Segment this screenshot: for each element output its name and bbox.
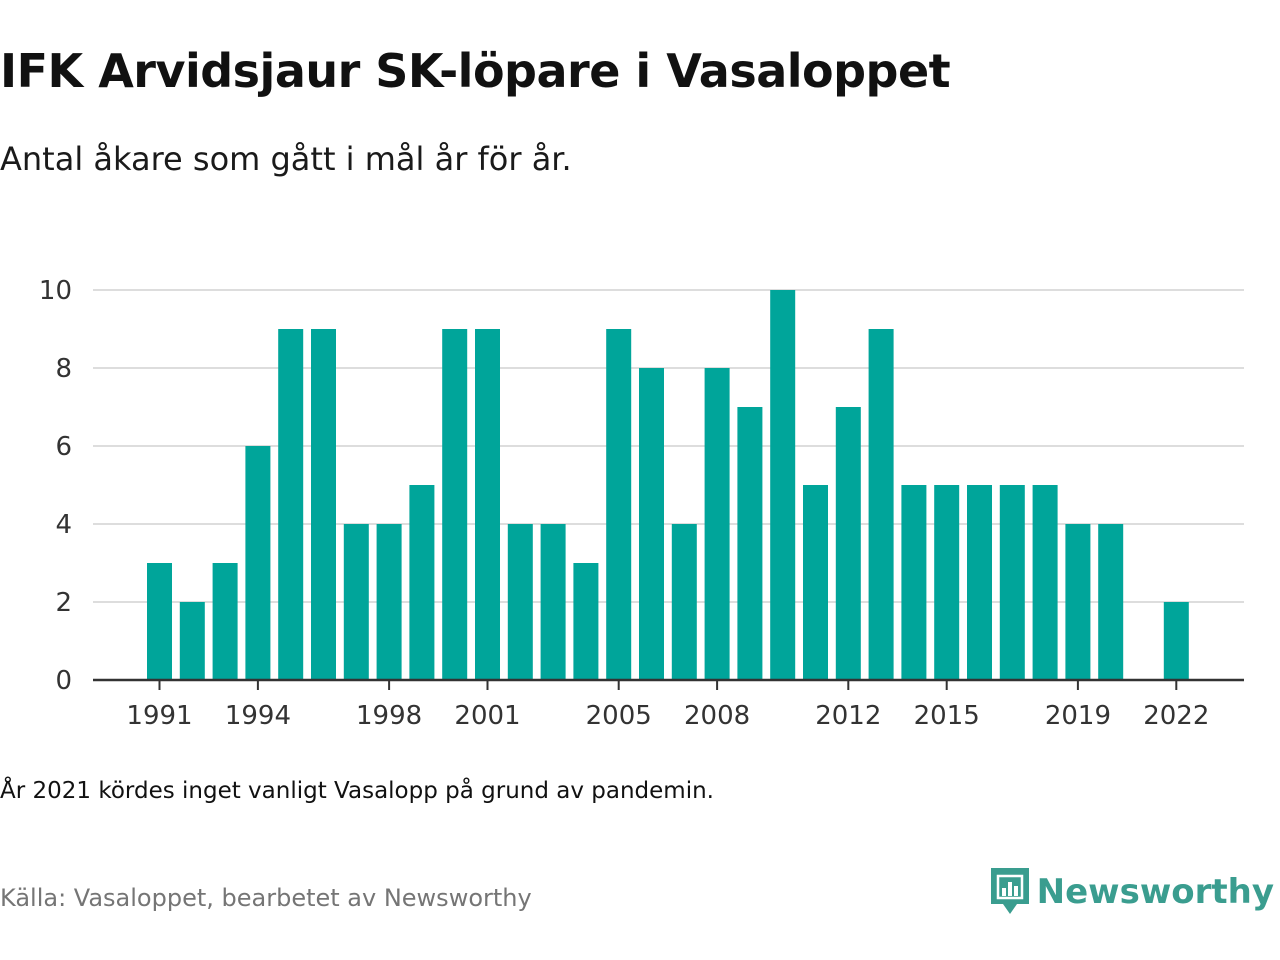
bar-2014 [901, 485, 927, 680]
bar-2015 [934, 485, 960, 680]
chart-title: IFK Arvidsjaur SK-löpare i Vasaloppet [0, 44, 951, 98]
x-tick-label: 2012 [815, 701, 881, 731]
bars [147, 290, 1189, 680]
bar-2022 [1163, 602, 1189, 680]
x-tick-label: 1998 [356, 701, 422, 731]
bar-2009 [737, 407, 763, 680]
newsworthy-brand: Newsworthy [990, 868, 1274, 916]
bar-1991 [147, 563, 172, 680]
y-axis-tick-labels: 0 2 4 6 8 10 [39, 276, 72, 696]
y-tick-label: 8 [55, 354, 72, 384]
y-tick-label: 4 [55, 510, 72, 540]
bar-2001 [475, 329, 500, 680]
y-tick-label: 10 [39, 276, 72, 306]
bar-2002 [507, 524, 533, 680]
x-tick-label: 2019 [1045, 701, 1111, 731]
bar-1998 [376, 524, 402, 680]
bar-1995 [278, 329, 304, 680]
bar-2006 [639, 368, 664, 680]
bar-2017 [999, 485, 1025, 680]
bar-2003 [540, 524, 566, 680]
y-tick-label: 0 [55, 666, 72, 696]
x-axis-ticks: 1991 1994 1998 2001 2005 2008 2012 2015 2019 2022 [126, 680, 1209, 731]
bar-1993 [212, 563, 238, 680]
bar-2007 [671, 524, 697, 680]
bar-2010 [770, 290, 796, 680]
bar-2013 [868, 329, 894, 680]
x-tick-label: 2008 [684, 701, 750, 731]
x-tick-label: 2022 [1143, 701, 1209, 731]
bar-2005 [606, 329, 632, 680]
bar-1992 [179, 602, 205, 680]
bar-2008 [704, 368, 730, 680]
x-tick-label: 1991 [126, 701, 192, 731]
x-tick-label: 2005 [586, 701, 652, 731]
newsworthy-logo-icon [990, 868, 1029, 914]
source-credit: Källa: Vasaloppet, bearbetet av Newswort… [0, 884, 532, 912]
bar-2018 [1032, 485, 1058, 680]
x-tick-label: 2015 [914, 701, 980, 731]
bar-1996 [311, 329, 336, 680]
bar-1994 [245, 446, 271, 680]
bar-2011 [803, 485, 828, 680]
y-tick-label: 2 [55, 588, 72, 618]
x-tick-label: 1994 [225, 701, 291, 731]
bar-2020 [1098, 524, 1124, 680]
bar-1999 [409, 485, 435, 680]
y-tick-label: 6 [55, 432, 72, 462]
bar-2016 [967, 485, 992, 680]
bar-2000 [442, 329, 468, 680]
bar-2012 [835, 407, 861, 680]
bar-2019 [1065, 524, 1091, 680]
x-tick-label: 2001 [454, 701, 520, 731]
chart-note: År 2021 kördes inget vanligt Vasalopp på… [0, 778, 714, 804]
bar-1997 [343, 524, 369, 680]
bar-2004 [573, 563, 599, 680]
chart-subtitle: Antal åkare som gått i mål år för år. [0, 140, 572, 178]
brand-name: Newsworthy [1036, 872, 1274, 912]
